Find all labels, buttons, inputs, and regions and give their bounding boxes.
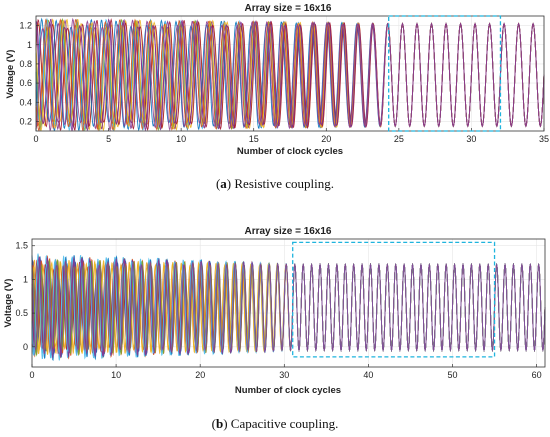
y-tick-label-a-0: 0.2 <box>19 116 32 126</box>
series-lines-a <box>35 17 545 132</box>
highlight-box-a <box>388 15 502 132</box>
x-tick-label-b-2: 20 <box>195 370 205 380</box>
y-axis-label-a: Voltage (V) <box>5 50 16 99</box>
x-tick-label-b-3: 30 <box>279 370 289 380</box>
y-tick-label-a-3: 0.8 <box>19 59 32 69</box>
x-tick-label-a-6: 30 <box>466 134 476 144</box>
caption-b-label: b <box>215 416 224 431</box>
chart-title-a: Array size = 16x16 <box>244 3 331 14</box>
highlight-box-b <box>292 241 496 358</box>
chart-title-b: Array size = 16x16 <box>244 226 331 237</box>
x-tick-label-a-3: 15 <box>249 134 259 144</box>
y-tick-label-b-2: 1 <box>23 274 28 284</box>
y-tick-label-a-5: 1.2 <box>19 21 32 31</box>
x-tick-label-b-6: 60 <box>532 370 542 380</box>
x-tick-label-a-0: 0 <box>33 134 38 144</box>
x-tick-label-a-2: 10 <box>176 134 186 144</box>
x-tick-label-a-7: 35 <box>539 134 549 144</box>
x-tick-label-b-4: 40 <box>363 370 373 380</box>
x-tick-label-a-1: 5 <box>106 134 111 144</box>
axes-frame-a <box>35 15 545 132</box>
x-tick-label-a-5: 25 <box>394 134 404 144</box>
x-tick-label-b-0: 0 <box>29 370 34 380</box>
caption-b-text: Capacitive coupling. <box>227 416 339 431</box>
x-axis-label-b: Number of clock cycles <box>235 385 341 396</box>
caption-a-label: a <box>220 176 227 191</box>
series-lines-b <box>31 253 546 361</box>
y-axis-label-b: Voltage (V) <box>3 279 14 328</box>
capacitive-coupling-chart: Array size = 16x16 0 10 20 30 40 50 60 0 0.5 1 1.5… <box>3 226 546 396</box>
x-tick-label-b-5: 50 <box>447 370 457 380</box>
y-tick-label-b-1: 0.5 <box>15 308 28 318</box>
caption-b: (b) Capacitive coupling. <box>211 416 339 431</box>
caption-a-text: Resistive coupling. <box>231 176 335 191</box>
resistive-coupling-chart: Array size = 16x16 0 5 10 15 20 25 30 350.20.40… <box>5 3 549 157</box>
x-axis-label-a: Number of clock cycles <box>237 146 343 157</box>
ticks-a: 0 5 10 15 20 25 30 35 0.2 0.4 0.6 0.8 1 1.2 <box>19 21 549 144</box>
waveform-line-b-13 <box>31 256 546 359</box>
axes-frame-b <box>31 238 546 368</box>
y-tick-label-a-4: 1 <box>27 40 32 50</box>
y-tick-label-a-1: 0.4 <box>19 97 32 107</box>
x-tick-label-a-4: 20 <box>321 134 331 144</box>
caption-a: (a) Resistive coupling. <box>215 176 335 191</box>
y-tick-label-b-3: 1.5 <box>15 241 28 251</box>
y-tick-label-a-2: 0.6 <box>19 78 32 88</box>
y-tick-label-b-0: 0 <box>23 342 28 352</box>
x-tick-label-b-1: 10 <box>111 370 121 380</box>
waveform-line-a-11 <box>35 17 545 132</box>
ticks-b: 0 10 20 30 40 50 60 0 0.5 1 1.5 <box>15 241 541 380</box>
